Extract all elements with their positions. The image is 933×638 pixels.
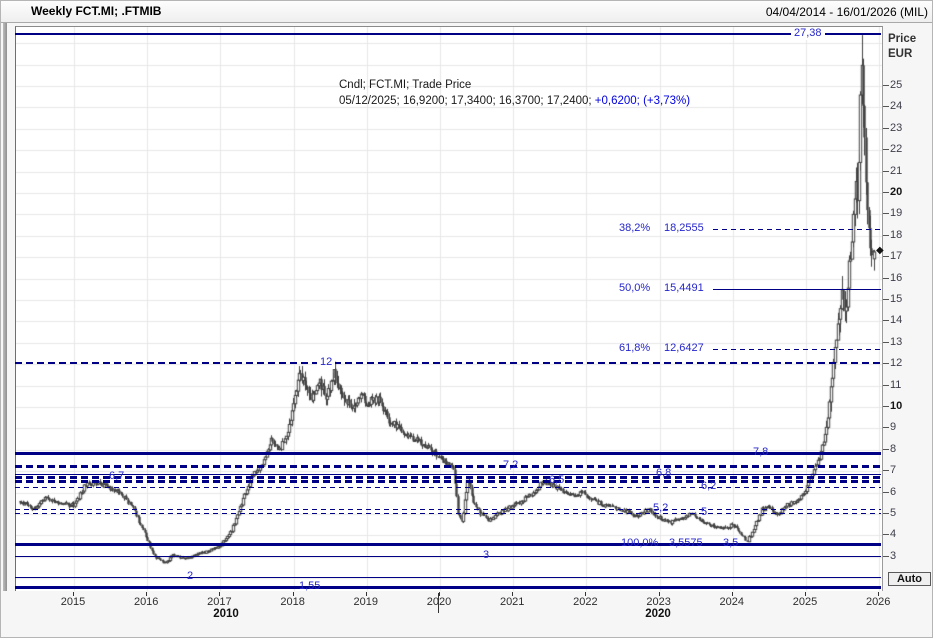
price-tick — [883, 149, 889, 151]
price-tick — [883, 84, 889, 86]
auto-scale-button[interactable]: Auto — [888, 572, 931, 586]
price-tick — [883, 127, 889, 129]
price-tick — [883, 491, 889, 493]
year-label: 2018 — [280, 596, 305, 608]
price-tick-label: 13 — [890, 335, 903, 348]
price-tick-label: 23 — [890, 121, 903, 134]
price-tick-label: 15 — [890, 292, 903, 305]
price-tick-label: 5 — [890, 506, 897, 519]
decade-label: 2020 — [645, 608, 671, 620]
decade-label: 2010 — [213, 608, 239, 620]
year-label: 2022 — [573, 596, 598, 608]
year-label: 2017 — [207, 596, 232, 608]
plot-area[interactable] — [15, 26, 883, 593]
price-tick-label: 3 — [890, 549, 897, 562]
legend-change: +0,6200; (+3,73%) — [594, 95, 691, 107]
year-tick — [73, 592, 74, 596]
time-axis[interactable]: 2015 2016 2017 2018 2019 2020 2021 2022 2023 2024… — [1, 591, 932, 627]
price-tick — [883, 320, 889, 322]
legend-ohlc: 05/12/2025; 16,9200; 17,3400; 16,3700; 1… — [339, 95, 592, 107]
price-tick-label: 9 — [890, 421, 897, 434]
price-tick-label: 8 — [890, 442, 897, 455]
price-tick-label: 24 — [890, 100, 903, 113]
price-tick — [883, 341, 889, 343]
price-tick-label: 16 — [890, 271, 903, 284]
year-label: 2021 — [499, 596, 525, 608]
price-tick — [883, 256, 889, 258]
price-tick — [883, 405, 889, 407]
year-tick — [658, 592, 660, 596]
year-label: 2015 — [60, 596, 86, 608]
price-tick — [883, 427, 889, 429]
year-label: 2020 — [426, 596, 452, 608]
price-tick-label: 21 — [890, 164, 903, 177]
price-tick — [883, 298, 889, 300]
year-label: 2024 — [719, 596, 745, 608]
decade-tick — [438, 593, 439, 613]
price-tick — [883, 170, 889, 172]
price-tick — [883, 277, 889, 279]
price-tick-label: 11 — [890, 378, 902, 391]
price-tick-label: 12 — [890, 357, 903, 370]
diamond-icon: ◆ — [876, 244, 884, 256]
price-axis[interactable]: Price EUR ◆ 25 24 23 22 21 20 19 18 17 16 15 14 13 12… — [876, 26, 932, 592]
price-tick-label: 18 — [890, 228, 903, 241]
price-tick — [883, 448, 889, 450]
price-tick — [883, 191, 889, 193]
price-tick-label: 22 — [890, 143, 903, 156]
legend-values-line: 05/12/2025; 16,9200; 17,3400; 16,3700; 1… — [339, 93, 690, 109]
price-axis-title: Price EUR — [888, 33, 917, 60]
year-tick — [219, 592, 221, 596]
legend-series-line: Cndl; FCT.MI; Trade Price — [339, 79, 472, 91]
price-tick-label: 20 — [890, 185, 903, 198]
price-tick-label: 4 — [890, 528, 897, 541]
year-label: 2025 — [792, 596, 818, 608]
year-label: 2016 — [133, 596, 159, 608]
year-label: 2019 — [353, 596, 379, 608]
price-tick-label: 14 — [890, 314, 903, 327]
year-tick — [585, 592, 587, 596]
year-tick — [292, 592, 294, 596]
price-tick — [883, 234, 889, 236]
price-tick — [883, 470, 889, 472]
chart-title: Weekly FCT.MI; .FTMIB — [31, 4, 162, 18]
candlestick-canvas[interactable] — [16, 27, 882, 592]
year-tick — [878, 592, 880, 596]
year-label: 2026 — [865, 596, 891, 608]
year-tick — [805, 592, 806, 596]
year-tick — [365, 592, 367, 596]
year-tick — [439, 592, 440, 596]
price-tick — [883, 106, 889, 108]
price-tick-label: 17 — [890, 250, 903, 263]
price-tick-label: 25 — [890, 78, 903, 91]
price-tick — [883, 384, 889, 386]
price-tick-label: 7 — [890, 464, 897, 477]
price-tick — [883, 213, 889, 215]
price-tick — [883, 555, 889, 557]
price-tick-label: 6 — [890, 485, 897, 498]
price-tick — [883, 363, 889, 365]
price-tick-label: 10 — [890, 399, 903, 412]
year-label: 2023 — [646, 596, 671, 608]
window-left-edge — [3, 23, 7, 623]
year-tick — [512, 592, 514, 596]
price-tick — [883, 534, 889, 536]
price-tick-label: 19 — [890, 207, 903, 220]
year-tick — [731, 592, 733, 596]
title-bar: Weekly FCT.MI; .FTMIB 04/04/2014 - 16/01… — [1, 1, 932, 23]
chart-legend: Cndl; FCT.MI; Trade Price 05/12/2025; 16… — [339, 77, 690, 109]
year-tick — [146, 592, 148, 596]
date-range-label: 04/04/2014 - 16/01/2026 (MIL) — [765, 5, 928, 19]
price-tick — [883, 512, 889, 514]
